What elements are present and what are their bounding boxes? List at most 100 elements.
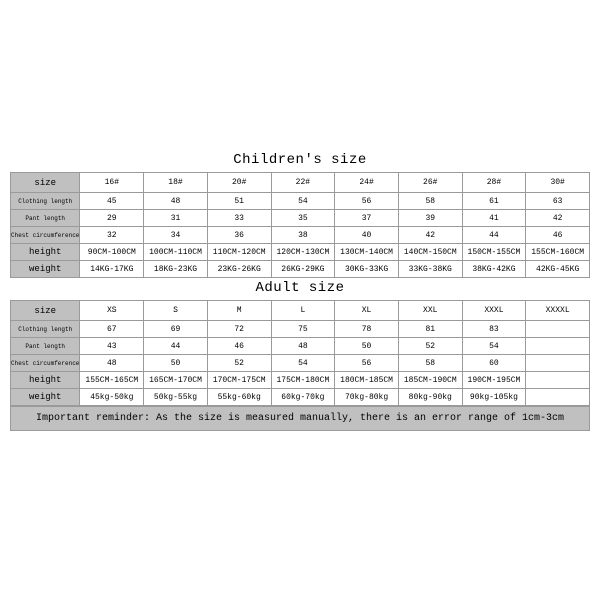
adult-height-6: 190CM-195CM [462,372,526,389]
adult-pant-5: 52 [398,338,462,355]
children-height-7: 155CM-160CM [526,244,590,261]
adult-rowlabel-pant: Pant length [11,338,80,355]
children-chest-1: 34 [144,227,208,244]
children-size-2: 20# [207,173,271,193]
adult-pant-6: 54 [462,338,526,355]
adult-height-4: 180CM-185CM [335,372,399,389]
children-clothing-7: 63 [526,193,590,210]
children-weight-2: 23KG-26KG [207,261,271,278]
adult-weight-0: 45kg-50kg [80,389,144,406]
children-pant-0: 29 [80,210,144,227]
children-rowlabel-pant: Pant length [11,210,80,227]
adult-weight-6: 90kg-105kg [462,389,526,406]
adult-height-0: 155CM-165CM [80,372,144,389]
chart-area: Children's size size 16# 18# 20# 22# 24#… [10,150,590,431]
adult-size-4: XL [335,301,399,321]
children-height-4: 130CM-140CM [335,244,399,261]
size-chart-image: Children's size size 16# 18# 20# 22# 24#… [0,0,600,600]
adult-clothing-7 [526,321,590,338]
adult-rowlabel-chest: Chest circumference 1/2 [11,355,80,372]
children-rowlabel-height: height [11,244,80,261]
adult-clothing-3: 75 [271,321,335,338]
adult-chest-4: 56 [335,355,399,372]
children-clothing-4: 56 [335,193,399,210]
adult-size-2: M [207,301,271,321]
adult-clothing-5: 81 [398,321,462,338]
adult-weight-1: 50kg-55kg [144,389,208,406]
children-size-5: 26# [398,173,462,193]
children-clothing-5: 58 [398,193,462,210]
children-rowlabel-size: size [11,173,80,193]
children-size-0: 16# [80,173,144,193]
adult-size-3: L [271,301,335,321]
adult-height-1: 165CM-170CM [144,372,208,389]
children-chest-5: 42 [398,227,462,244]
adult-clothing-0: 67 [80,321,144,338]
adult-chest-2: 52 [207,355,271,372]
adult-size-1: S [144,301,208,321]
children-weight-1: 18KG-23KG [144,261,208,278]
children-size-3: 22# [271,173,335,193]
children-pant-5: 39 [398,210,462,227]
adult-weight-5: 80kg-90kg [398,389,462,406]
children-chest-2: 36 [207,227,271,244]
children-clothing-2: 51 [207,193,271,210]
children-size-1: 18# [144,173,208,193]
adult-height-7 [526,372,590,389]
adult-pant-1: 44 [144,338,208,355]
children-chest-0: 32 [80,227,144,244]
children-height-2: 110CM-120CM [207,244,271,261]
children-chest-4: 40 [335,227,399,244]
children-rowlabel-chest: Chest circumference 1/2 [11,227,80,244]
children-pant-1: 31 [144,210,208,227]
adult-chest-6: 60 [462,355,526,372]
children-clothing-0: 45 [80,193,144,210]
children-height-6: 150CM-155CM [462,244,526,261]
children-title: Children's size [10,150,590,172]
adult-clothing-1: 69 [144,321,208,338]
children-size-7: 30# [526,173,590,193]
children-chest-7: 46 [526,227,590,244]
adult-rowlabel-height: height [11,372,80,389]
adult-height-5: 185CM-190CM [398,372,462,389]
adult-rowlabel-weight: weight [11,389,80,406]
adult-height-3: 175CM-180CM [271,372,335,389]
children-rowlabel-clothing: Clothing length [11,193,80,210]
children-clothing-3: 54 [271,193,335,210]
reminder-text: Important reminder: As the size is measu… [10,406,590,431]
children-height-1: 100CM-110CM [144,244,208,261]
adult-weight-4: 70kg-80kg [335,389,399,406]
children-size-6: 28# [462,173,526,193]
adult-chest-7 [526,355,590,372]
adult-rowlabel-size: size [11,301,80,321]
adult-weight-2: 55kg-60kg [207,389,271,406]
adult-size-6: XXXL [462,301,526,321]
children-pant-6: 41 [462,210,526,227]
children-weight-4: 30KG-33KG [335,261,399,278]
adult-size-7: XXXXL [526,301,590,321]
adult-chest-3: 54 [271,355,335,372]
children-weight-6: 38KG-42KG [462,261,526,278]
children-size-4: 24# [335,173,399,193]
adult-clothing-6: 83 [462,321,526,338]
children-table: size 16# 18# 20# 22# 24# 26# 28# 30# Clo… [10,172,590,278]
adult-clothing-2: 72 [207,321,271,338]
children-chest-6: 44 [462,227,526,244]
adult-pant-2: 46 [207,338,271,355]
children-chest-3: 38 [271,227,335,244]
children-pant-2: 33 [207,210,271,227]
children-clothing-1: 48 [144,193,208,210]
children-pant-7: 42 [526,210,590,227]
adult-table: size XS S M L XL XXL XXXL XXXXL Clothing… [10,300,590,406]
adult-chest-1: 50 [144,355,208,372]
children-weight-7: 42KG-45KG [526,261,590,278]
adult-pant-7 [526,338,590,355]
adult-title: Adult size [10,278,590,300]
children-pant-4: 37 [335,210,399,227]
adult-height-2: 170CM-175CM [207,372,271,389]
adult-size-5: XXL [398,301,462,321]
children-weight-5: 33KG-38KG [398,261,462,278]
children-height-5: 140CM-150CM [398,244,462,261]
adult-chest-0: 48 [80,355,144,372]
adult-pant-4: 50 [335,338,399,355]
